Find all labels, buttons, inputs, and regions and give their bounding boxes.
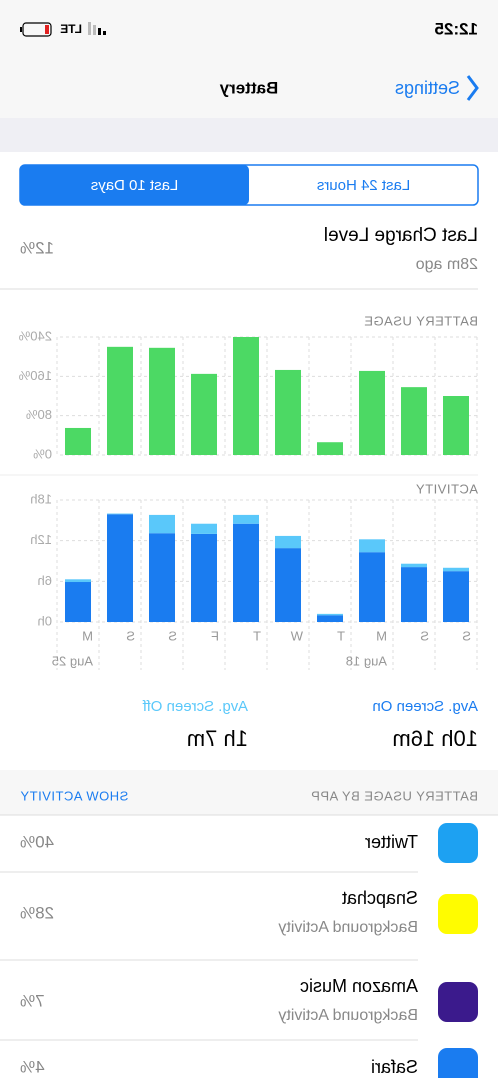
bar — [107, 346, 133, 455]
top-bar — [0, 0, 498, 118]
show-activity[interactable]: SHOW ACTIVITY — [20, 788, 128, 803]
x-tick-label: S — [126, 628, 135, 643]
x-tick-label: T — [253, 628, 261, 643]
y-tick-label: 6h — [38, 573, 52, 588]
segment[interactable]: Last 10 Days — [91, 177, 179, 194]
bar — [191, 373, 217, 455]
clock: 12:25 — [435, 19, 478, 38]
app-percent: 4% — [20, 1057, 45, 1076]
bar-segment — [65, 582, 91, 622]
y-tick-label: 0% — [33, 446, 52, 461]
bar — [275, 369, 301, 455]
app-percent: 28% — [20, 903, 54, 922]
bar — [149, 347, 175, 455]
bar-segment — [233, 523, 259, 622]
battery-icon — [20, 22, 52, 37]
y-tick-label: 240% — [18, 328, 52, 343]
app-icon — [438, 894, 478, 934]
bar-segment — [443, 571, 469, 622]
segment[interactable]: Last 24 Hours — [317, 177, 410, 194]
bar-segment — [149, 514, 175, 534]
app-name[interactable]: Amazon Music — [300, 976, 418, 996]
x-tick-label: F — [211, 628, 219, 643]
app-name[interactable]: Safari — [371, 1057, 418, 1077]
app-percent: 7% — [20, 991, 45, 1010]
date-label: Aug 18 — [346, 653, 387, 668]
bar — [443, 396, 469, 455]
bar-segment — [317, 615, 343, 622]
bar — [401, 387, 427, 455]
chart-title: BATTERY USAGE — [364, 313, 478, 328]
x-tick-label: M — [82, 628, 93, 643]
bar-segment — [149, 533, 175, 622]
charge-time: 28m ago — [416, 256, 478, 273]
legend-on: Avg. Screen On — [372, 698, 478, 715]
app-name[interactable]: Snapchat — [342, 888, 418, 908]
screen-on-time: 10h 16m — [392, 726, 478, 751]
y-tick-label: 160% — [18, 368, 52, 383]
x-tick-label: W — [290, 628, 303, 643]
x-tick-label: M — [376, 628, 387, 643]
bar — [317, 442, 343, 455]
x-tick-label: T — [337, 628, 345, 643]
y-tick-label: 80% — [26, 407, 52, 422]
x-tick-label: S — [462, 628, 471, 643]
bar-segment — [401, 567, 427, 622]
bar-segment — [275, 548, 301, 622]
signal — [88, 22, 106, 35]
legend-off: Avg. Screen Off — [142, 698, 248, 715]
bar-segment — [401, 563, 427, 568]
bar-segment — [233, 514, 259, 524]
section-gap — [0, 118, 498, 152]
app-icon — [438, 982, 478, 1022]
bar-segment — [443, 567, 469, 572]
bar — [233, 337, 259, 455]
app-name[interactable]: Twitter — [365, 832, 418, 852]
app-detail: Background Activity — [278, 919, 418, 936]
apps-header: BATTERY USAGE BY APP — [311, 788, 478, 803]
y-tick-label: 18h — [30, 491, 52, 506]
x-tick-label: S — [420, 628, 429, 643]
app-percent: 40% — [20, 832, 54, 851]
bar-segment — [275, 535, 301, 549]
y-tick-label: 0h — [38, 613, 52, 628]
y-tick-label: 12h — [30, 532, 52, 547]
app-detail: Background Activity — [278, 1007, 418, 1024]
app-icon — [438, 823, 478, 863]
back-chevron[interactable] — [466, 75, 479, 101]
bar — [65, 427, 91, 455]
nav-title: Battery — [219, 78, 278, 97]
bar-segment — [359, 539, 385, 553]
bar-segment — [65, 579, 91, 583]
back-button[interactable]: Settings — [395, 78, 460, 98]
x-tick-label: S — [168, 628, 177, 643]
bar-segment — [359, 552, 385, 622]
bar-segment — [317, 613, 343, 616]
bar — [359, 370, 385, 455]
bar-segment — [107, 513, 133, 515]
app-icon — [438, 1048, 478, 1078]
date-label: Aug 25 — [52, 653, 93, 668]
screen-off-time: 1h 7m — [187, 726, 248, 751]
charge-value: 12% — [20, 238, 54, 257]
network: LTE — [60, 22, 82, 36]
bar-segment — [191, 533, 217, 622]
bar-segment — [191, 523, 217, 534]
bar-segment — [107, 514, 133, 622]
charge-label: Last Charge Level — [324, 225, 478, 246]
section-gap — [0, 770, 498, 815]
segment-selected — [20, 165, 249, 205]
chart-title: ACTIVITY — [415, 481, 478, 496]
